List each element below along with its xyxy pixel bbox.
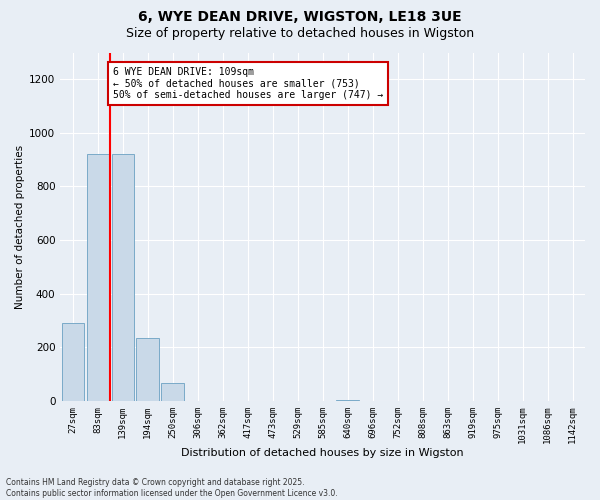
Text: Size of property relative to detached houses in Wigston: Size of property relative to detached ho… <box>126 28 474 40</box>
Bar <box>136 338 159 401</box>
Bar <box>86 154 109 401</box>
X-axis label: Distribution of detached houses by size in Wigston: Distribution of detached houses by size … <box>181 448 464 458</box>
Text: Contains HM Land Registry data © Crown copyright and database right 2025.
Contai: Contains HM Land Registry data © Crown c… <box>6 478 338 498</box>
Bar <box>161 384 184 401</box>
Bar <box>112 154 134 401</box>
Text: 6, WYE DEAN DRIVE, WIGSTON, LE18 3UE: 6, WYE DEAN DRIVE, WIGSTON, LE18 3UE <box>138 10 462 24</box>
Text: 6 WYE DEAN DRIVE: 109sqm
← 50% of detached houses are smaller (753)
50% of semi-: 6 WYE DEAN DRIVE: 109sqm ← 50% of detach… <box>113 67 383 100</box>
Bar <box>337 400 359 401</box>
Bar <box>62 323 84 401</box>
Y-axis label: Number of detached properties: Number of detached properties <box>15 144 25 308</box>
